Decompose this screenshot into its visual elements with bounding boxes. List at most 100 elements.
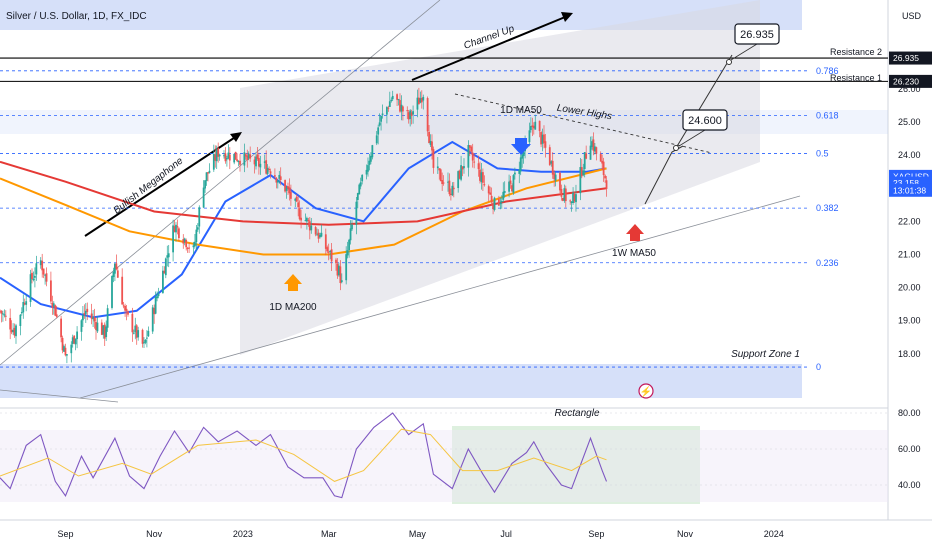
candle-body-122 <box>246 155 249 161</box>
candle-body-111 <box>224 153 227 162</box>
candle-body-143 <box>288 187 291 194</box>
candle-body-287 <box>582 170 585 176</box>
candle-body-159 <box>320 232 323 237</box>
time-tick-4: May <box>409 529 427 539</box>
candle-body-179 <box>361 174 364 182</box>
candle-body-292 <box>592 139 595 151</box>
candle-body-144 <box>290 191 292 199</box>
candle-body-43 <box>84 310 87 314</box>
candle-body-250 <box>508 181 510 192</box>
candle-body-114 <box>228 154 231 161</box>
candle-body-199 <box>401 106 404 112</box>
candle-body-80 <box>162 270 164 293</box>
candle-body-110 <box>223 155 225 157</box>
candle-body-223 <box>451 185 454 196</box>
candle-body-95 <box>192 245 195 248</box>
candle-body-62 <box>124 305 126 311</box>
resistance-1-label: Resistance 1 <box>830 73 882 83</box>
candle-body-13 <box>23 303 26 305</box>
time-tick-2: 2023 <box>233 529 253 539</box>
candle-body-82 <box>164 258 167 276</box>
candle-body-79 <box>157 293 160 297</box>
candle-body-291 <box>591 141 593 148</box>
candle-body-236 <box>479 169 481 181</box>
candle-body-139 <box>279 176 282 180</box>
candle-body-97 <box>195 229 198 243</box>
candle-body-209 <box>422 96 425 101</box>
ma200-1d-arrow <box>284 274 302 291</box>
rsi-series-rsi <box>0 412 608 499</box>
candle-body-141 <box>285 187 288 191</box>
candle-body-212 <box>429 140 432 145</box>
candle-body-45 <box>90 313 93 319</box>
rectangle-label: Rectangle <box>554 408 599 419</box>
candle-body-283 <box>573 193 576 202</box>
candle-body-67 <box>134 325 137 333</box>
candle-body-92 <box>185 239 188 248</box>
candle-body-63 <box>125 308 128 311</box>
candle-body-20 <box>39 260 42 266</box>
candle-body-206 <box>417 97 420 105</box>
candle-body-101 <box>204 180 206 189</box>
candle-body-54 <box>106 308 109 328</box>
candle-body-168 <box>339 266 342 284</box>
candle-body-41 <box>82 314 84 321</box>
candle-body-187 <box>378 122 381 126</box>
rsi-band <box>0 430 888 502</box>
candle-body-103 <box>207 172 209 174</box>
candle-body-55 <box>111 276 113 308</box>
price-badge-text-0: 26.935 <box>893 53 919 63</box>
candle-body-94 <box>188 247 190 249</box>
megaphone-arrow <box>84 133 241 237</box>
candle-body-81 <box>163 270 166 274</box>
candle-body-61 <box>122 305 125 307</box>
candle-body-252 <box>511 185 513 192</box>
candle-body-167 <box>337 265 340 276</box>
candle-body-27 <box>52 303 55 307</box>
candle-body-214 <box>432 149 435 168</box>
candle-body-263 <box>532 125 535 129</box>
candle-body-57 <box>114 263 116 274</box>
candle-body-146 <box>295 196 298 202</box>
candle-body-109 <box>218 154 221 157</box>
candle-body-140 <box>284 180 286 192</box>
candle-body-40 <box>80 320 83 332</box>
candle-body-233 <box>471 152 474 161</box>
candle-body-48 <box>95 321 97 330</box>
candle-body-194 <box>391 95 394 100</box>
candle-body-21 <box>41 260 44 271</box>
price-badge-4 <box>889 183 932 197</box>
candle-body-89 <box>178 228 180 239</box>
candle-body-195 <box>396 94 398 100</box>
projection-path-1 <box>644 145 684 205</box>
candle-body-105 <box>212 153 215 170</box>
candle-body-197 <box>399 100 401 112</box>
candle-body-99 <box>198 207 201 227</box>
candle-body-29 <box>55 314 58 317</box>
candle-body-198 <box>400 104 403 112</box>
candle-body-160 <box>324 234 327 249</box>
candle-body-87 <box>175 224 177 233</box>
candle-body-76 <box>153 307 156 315</box>
time-tick-6: Sep <box>588 529 604 539</box>
candle-body-248 <box>502 191 505 200</box>
ma50-1d-arrow <box>511 138 531 155</box>
candle-body-182 <box>368 160 371 165</box>
candle-body-256 <box>519 157 522 172</box>
candle-body-218 <box>441 180 444 185</box>
target-box-1 <box>682 109 728 131</box>
channel-arrow-head <box>561 12 573 22</box>
candle-body-203 <box>410 112 413 116</box>
target-value-2: 26.935 <box>740 29 774 41</box>
candle-body-77 <box>154 296 157 314</box>
event-flag-icon[interactable] <box>638 383 654 399</box>
candle-body-220 <box>447 181 449 183</box>
candle-body-240 <box>487 186 490 194</box>
candle-body-173 <box>349 228 352 241</box>
candle-body-162 <box>327 251 330 253</box>
candle-body-196 <box>397 99 400 101</box>
candle-body-176 <box>356 193 359 200</box>
candle-body-125 <box>253 159 256 165</box>
candle-body-262 <box>531 125 534 127</box>
